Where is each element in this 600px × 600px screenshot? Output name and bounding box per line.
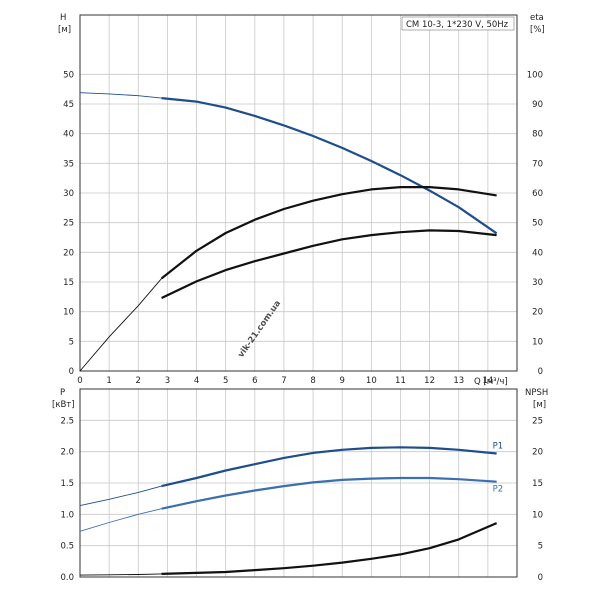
bottom-y2-tick-label: 0 xyxy=(538,573,543,583)
bottom-y-tick-label: 0.5 xyxy=(60,542,74,552)
x-tick-label: 4 xyxy=(194,376,199,386)
y2-axis-label-npsh: NPSH xyxy=(525,388,548,398)
top-y2-tick-label: 80 xyxy=(532,130,543,140)
chart-title: CM 10-3, 1*230 V, 50Hz xyxy=(406,20,509,30)
x-tick-label: 6 xyxy=(252,376,257,386)
bottom-y2-tick-label: 5 xyxy=(538,542,543,552)
top-curve-1-thin xyxy=(79,186,497,372)
top-y2-tick-label: 90 xyxy=(532,100,543,110)
x-tick-label: 5 xyxy=(223,376,228,386)
head-efficiency-panel: 0 1 2 3 4 5 6 7 8 9 10 11 12 13 1405101520253035404550… xyxy=(58,13,545,387)
x-tick-label: 12 xyxy=(424,376,435,386)
x-tick-label: 10 xyxy=(366,376,377,386)
top-y-tick-label: 25 xyxy=(63,219,74,229)
top-y2-tick-label: 20 xyxy=(532,308,543,318)
x-tick-label: 14 xyxy=(482,376,493,386)
x-tick-label: 7 xyxy=(281,376,286,386)
top-y2-tick-label: 50 xyxy=(532,219,543,229)
y-axis-unit-h: [м] xyxy=(58,25,71,35)
top-y2-tick-label: 60 xyxy=(532,189,543,199)
y2-axis-unit-eta: [%] xyxy=(530,25,545,35)
bottom-tick-labels: 0.0 0.5 1.0 1.5 2.0 2.5 0 5 10 15 20 25 xyxy=(60,416,543,583)
x-tick-label: 13 xyxy=(453,376,464,386)
bottom-y2-tick-label: 10 xyxy=(532,510,543,520)
top-y-tick-label: 35 xyxy=(63,159,74,169)
y2-axis-label-eta: eta xyxy=(530,13,544,23)
y-axis-label-p: P xyxy=(60,388,65,398)
top-tick-labels: 0 1 2 3 4 5 6 7 8 9 10 11 12 13 1405101520253035404550… xyxy=(63,70,543,386)
x-tick-label: 1 xyxy=(106,376,111,386)
top-curve-2-operating xyxy=(161,229,497,299)
top-y-tick-label: 5 xyxy=(69,337,74,347)
bottom-y-tick-label: 1.0 xyxy=(60,510,74,520)
top-y-tick-label: 30 xyxy=(63,189,74,199)
bottom-y2-tick-label: 15 xyxy=(532,479,543,489)
top-y2-tick-label: 30 xyxy=(532,278,543,288)
top-y2-tick-label: 10 xyxy=(532,337,543,347)
y-axis-label-h: H xyxy=(60,13,66,23)
bottom-y-tick-label: 2.0 xyxy=(60,448,74,458)
x-tick-label: 11 xyxy=(395,376,406,386)
x-tick-label: 9 xyxy=(339,376,344,386)
top-y2-tick-label: 70 xyxy=(532,159,543,169)
top-y2-tick-label: 0 xyxy=(538,367,543,377)
top-y-tick-label: 20 xyxy=(63,248,74,258)
bottom-y-tick-label: 2.5 xyxy=(60,416,74,426)
top-y2-tick-label: 40 xyxy=(532,248,543,258)
top-y-tick-label: 0 xyxy=(69,367,74,377)
bottom-y2-tick-label: 20 xyxy=(532,448,543,458)
top-curve-1-operating xyxy=(160,186,497,280)
bottom-grid xyxy=(79,389,517,578)
x-tick-label: 3 xyxy=(165,376,170,386)
top-plot-frame xyxy=(79,14,518,372)
bottom-curves: P1 P2 xyxy=(79,442,504,576)
top-grid xyxy=(79,15,517,372)
watermark: vik-21.com.ua xyxy=(236,299,283,360)
x-tick-label: 2 xyxy=(136,376,141,386)
top-y-tick-label: 10 xyxy=(63,308,74,318)
top-curve-0-operating xyxy=(161,97,498,235)
bottom-y-tick-label: 0.0 xyxy=(60,573,74,583)
series-label-p1: P1 xyxy=(493,442,504,452)
top-y-tick-label: 50 xyxy=(63,70,74,80)
bottom-plot-frame xyxy=(79,388,518,578)
x-tick-label: 8 xyxy=(310,376,315,386)
top-y-tick-label: 40 xyxy=(63,130,74,140)
bottom-curve-2-operating xyxy=(161,522,498,575)
x-axis-label-q: Q [м³/ч] xyxy=(474,377,508,387)
top-curves xyxy=(79,92,498,372)
series-label-p2: P2 xyxy=(493,485,504,495)
top-y2-tick-label: 100 xyxy=(527,70,543,80)
top-y-tick-label: 45 xyxy=(63,100,74,110)
bottom-curve-p1-operating xyxy=(161,446,497,488)
power-npsh-panel: P1 P2 0.0 0.5 1.0 1.5 2.0 2.5 0 5 10 15 20 25 P [кВт… xyxy=(52,388,548,583)
bottom-y2-tick-label: 25 xyxy=(532,416,543,426)
y2-axis-unit-npsh: [м] xyxy=(533,400,546,410)
chart-title-box xyxy=(401,16,515,31)
x-tick-label: 0 xyxy=(77,376,82,386)
bottom-curve-p2-operating xyxy=(161,476,497,510)
y-axis-unit-p: [кВт] xyxy=(52,400,75,410)
bottom-y-tick-label: 1.5 xyxy=(60,479,74,489)
top-y-tick-label: 15 xyxy=(63,278,74,288)
